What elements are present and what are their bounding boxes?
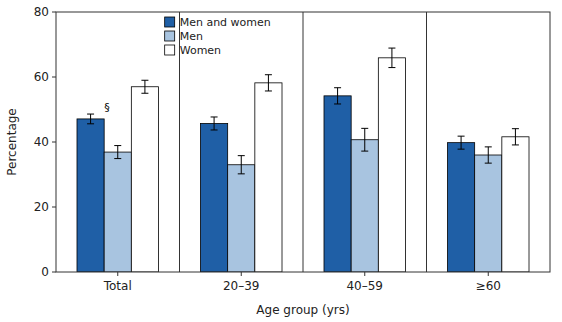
- plot-frame: [56, 12, 550, 272]
- error-bar: [265, 75, 272, 91]
- error-bar: [238, 156, 245, 174]
- y-tick: [52, 142, 56, 143]
- error-bar: [114, 146, 121, 159]
- y-tick-label: 40: [34, 135, 49, 149]
- bar: [255, 83, 282, 272]
- chart-container: 0 20 40 60 80 Total 20–39 40–59 ≥60 Age group (yr…: [0, 0, 562, 322]
- error-bar: [458, 136, 465, 149]
- error-bar: [334, 88, 341, 104]
- legend-label: Men and women: [180, 16, 271, 29]
- y-tick-label: 20: [34, 200, 49, 214]
- dividers: [180, 12, 427, 272]
- error-bar: [87, 114, 94, 124]
- y-tick-label: 80: [34, 5, 49, 19]
- y-tick: [52, 12, 56, 13]
- group-divider: [426, 12, 427, 272]
- y-tick-label: 60: [34, 70, 49, 84]
- x-tick: [117, 272, 118, 276]
- y-axis-label: Percentage: [5, 108, 19, 176]
- error-bar: [211, 117, 218, 130]
- error-bar: [388, 48, 395, 67]
- bar: [324, 96, 351, 272]
- error-bar: [141, 80, 148, 93]
- y-tick-label: 0: [41, 265, 49, 279]
- legend-label: Men: [180, 30, 203, 43]
- bar: [200, 123, 227, 272]
- bar: [502, 137, 529, 272]
- x-tick-label: ≥60: [476, 279, 501, 293]
- chart: 0 20 40 60 80 Total 20–39 40–59 ≥60 Age group (yr…: [0, 0, 562, 322]
- bar: [475, 155, 502, 272]
- bar: [131, 87, 158, 272]
- legend-label: Women: [180, 44, 221, 57]
- bar: [77, 119, 104, 272]
- error-bar: [512, 129, 519, 145]
- legend-swatch: [165, 17, 175, 27]
- legend: Men and womenMenWomen: [165, 16, 271, 57]
- x-tick: [241, 272, 242, 276]
- bar: [104, 152, 131, 272]
- x-axis-label: Age group (yrs): [256, 303, 349, 317]
- error-bar: [485, 147, 492, 163]
- y-axis: 0 20 40 60 80: [34, 5, 56, 279]
- group-divider: [303, 12, 304, 272]
- bar: [351, 140, 378, 272]
- legend-swatch: [165, 45, 175, 55]
- error-bar: [361, 128, 368, 151]
- y-tick: [52, 77, 56, 78]
- x-tick-label: 40–59: [346, 279, 383, 293]
- annotation: §: [104, 101, 110, 114]
- y-tick: [52, 272, 56, 273]
- bar: [378, 58, 405, 272]
- x-tick-label: Total: [103, 279, 132, 293]
- x-tick: [488, 272, 489, 276]
- legend-swatch: [165, 31, 175, 41]
- bars: [77, 48, 529, 272]
- x-axis: Total 20–39 40–59 ≥60: [103, 272, 501, 293]
- bar: [447, 143, 474, 272]
- y-tick: [52, 207, 56, 208]
- bar: [228, 165, 255, 272]
- x-tick-label: 20–39: [223, 279, 260, 293]
- x-tick: [364, 272, 365, 276]
